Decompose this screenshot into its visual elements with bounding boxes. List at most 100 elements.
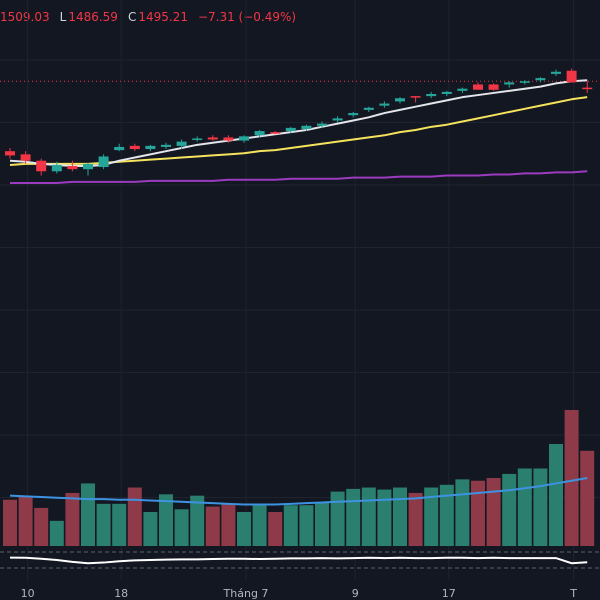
candle[interactable] <box>161 142 171 150</box>
candle-body <box>535 78 546 81</box>
candle-body <box>176 141 187 146</box>
candle-body <box>270 132 281 134</box>
candle-body <box>332 118 343 121</box>
candle[interactable] <box>441 90 452 97</box>
candle[interactable] <box>301 124 312 132</box>
candle[interactable] <box>51 161 62 174</box>
candle[interactable] <box>379 101 390 108</box>
volume-bar <box>502 473 517 546</box>
ohlc-low-value: 1486.59 <box>68 10 118 24</box>
candle-body <box>363 107 374 110</box>
x-tick-label: Tháng 7 <box>223 587 269 600</box>
candle[interactable] <box>67 160 78 172</box>
candle-body <box>473 84 483 90</box>
candle[interactable] <box>535 77 546 83</box>
volume-bar <box>252 505 267 546</box>
candle-body <box>519 81 530 83</box>
volume-bar <box>283 505 298 546</box>
candle[interactable] <box>176 139 187 150</box>
candle[interactable] <box>317 121 327 128</box>
candle[interactable] <box>129 143 140 152</box>
candle-body <box>566 70 577 83</box>
candle[interactable] <box>223 135 234 143</box>
candle[interactable] <box>566 68 577 83</box>
candle[interactable] <box>207 135 218 141</box>
candle-body <box>441 91 452 94</box>
candle[interactable] <box>285 126 296 134</box>
candle[interactable] <box>145 144 156 152</box>
candle[interactable] <box>363 106 374 112</box>
ohlc-change-value: −7.31 (−0.49%) <box>197 10 297 24</box>
candle[interactable] <box>582 81 593 93</box>
oscillator-pane <box>0 551 600 569</box>
ohlc-close-label: C <box>127 10 137 24</box>
candle[interactable] <box>395 97 405 104</box>
volume-bar <box>143 512 158 546</box>
x-tick-label: T <box>569 587 577 600</box>
candle-body <box>67 166 78 170</box>
candle[interactable] <box>5 148 15 159</box>
candle[interactable] <box>254 130 265 138</box>
volume-bar <box>471 480 485 546</box>
volume-bar <box>268 512 283 546</box>
volume-bar <box>190 495 205 546</box>
candle-body <box>317 123 327 126</box>
x-axis: 10 18 Tháng 7 9 17 T <box>21 587 578 600</box>
candle[interactable] <box>410 96 421 103</box>
candle[interactable] <box>20 151 31 164</box>
candle[interactable] <box>551 69 561 76</box>
candle-body <box>114 146 125 151</box>
candle-body <box>192 138 203 140</box>
candle-body <box>51 164 62 172</box>
candle-body <box>582 87 593 90</box>
volume-bar <box>112 503 127 546</box>
candle[interactable] <box>504 81 515 88</box>
candle-body <box>83 163 93 170</box>
ma-slow-line <box>10 170 588 184</box>
candle-body <box>488 84 499 90</box>
candle[interactable] <box>488 83 499 91</box>
candle[interactable] <box>348 112 359 118</box>
candle-body <box>161 144 171 147</box>
volume-pane <box>3 410 595 546</box>
candle-body <box>348 113 359 116</box>
volume-bar <box>549 444 563 546</box>
candle-body <box>379 103 390 106</box>
volume-bar <box>517 468 532 546</box>
candle[interactable] <box>192 136 203 142</box>
volume-bar <box>49 520 64 546</box>
volume-bar <box>377 489 392 546</box>
volume-bar <box>424 487 439 546</box>
volume-bar <box>533 468 548 546</box>
candle-body <box>5 151 15 156</box>
volume-bar <box>205 506 220 546</box>
candle[interactable] <box>114 143 125 152</box>
volume-bar <box>299 505 314 546</box>
candle[interactable] <box>98 154 109 170</box>
volume-bar <box>96 503 111 546</box>
volume-bar <box>221 503 236 546</box>
candle[interactable] <box>457 87 468 93</box>
candle-body <box>395 98 405 102</box>
volume-bar <box>361 487 376 546</box>
candle-body <box>207 137 218 140</box>
volume-bar <box>315 502 329 546</box>
candle[interactable] <box>519 80 530 85</box>
candle-body <box>145 145 156 150</box>
candle[interactable] <box>270 131 281 135</box>
candle-body <box>254 131 265 136</box>
candle[interactable] <box>426 91 437 99</box>
moving-averages <box>9 79 588 184</box>
candle[interactable] <box>239 135 249 143</box>
x-tick-label: 10 <box>21 587 35 600</box>
candle[interactable] <box>36 158 47 176</box>
candle[interactable] <box>332 116 343 123</box>
candle[interactable] <box>83 162 93 176</box>
candle[interactable] <box>473 82 483 90</box>
candle-body <box>301 125 312 129</box>
volume-bar <box>393 487 407 546</box>
volume-bar <box>346 488 361 546</box>
candle-body <box>36 160 47 172</box>
volume-bar <box>580 450 595 546</box>
